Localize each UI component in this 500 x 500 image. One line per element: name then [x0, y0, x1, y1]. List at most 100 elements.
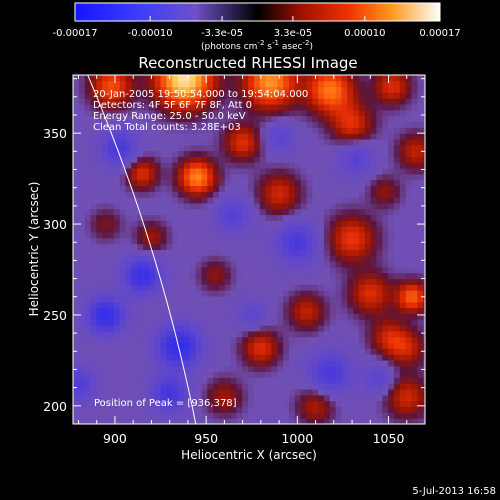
heatmap-cell: [277, 197, 284, 204]
heatmap-cell: [253, 173, 261, 181]
heatmap-cell: [393, 336, 401, 344]
heatmap-cell: [154, 162, 162, 169]
heatmap-cell: [364, 109, 372, 117]
heatmap-cell: [358, 127, 366, 134]
heatmap-cell: [323, 400, 331, 408]
heatmap-cell: [388, 104, 395, 111]
heatmap-cell: [125, 185, 132, 192]
heatmap-cell: [306, 156, 313, 163]
heatmap-cell: [166, 284, 173, 291]
heatmap-cell: [143, 86, 150, 93]
heatmap-cell: [288, 202, 296, 210]
heatmap-cell: [108, 319, 115, 326]
heatmap-cell: [318, 86, 325, 93]
heatmap-cell: [277, 243, 284, 250]
heatmap-cell: [265, 266, 272, 274]
heatmap-cell: [160, 389, 167, 396]
heatmap-cell: [411, 272, 418, 280]
heatmap-cell: [405, 377, 413, 384]
heatmap-cell: [265, 360, 272, 367]
heatmap-cell: [423, 144, 425, 152]
heatmap-cell: [125, 109, 132, 117]
heatmap-cell: [271, 220, 278, 227]
heatmap-cell: [230, 75, 237, 82]
heatmap-cell: [393, 412, 401, 419]
heatmap-cell: [353, 98, 360, 105]
heatmap-cell: [178, 307, 185, 314]
heatmap-cell: [178, 232, 185, 239]
heatmap-cell: [224, 371, 232, 378]
heatmap-cell: [148, 313, 156, 320]
heatmap-cell: [84, 342, 92, 349]
heatmap-cell: [154, 121, 162, 128]
heatmap-cell: [230, 296, 237, 303]
heatmap-cell: [283, 371, 290, 378]
heatmap-cell: [218, 115, 226, 123]
heatmap-cell: [143, 179, 150, 187]
heatmap-cell: [113, 394, 121, 402]
heatmap-cell: [405, 168, 413, 175]
heatmap-cell: [312, 266, 319, 274]
heatmap-cell: [90, 92, 97, 99]
heatmap-cell: [423, 301, 425, 309]
heatmap-cell: [131, 86, 138, 93]
heatmap-cell: [411, 197, 418, 204]
heatmap-cell: [218, 342, 226, 349]
heatmap-cell: [131, 109, 138, 117]
heatmap-cell: [294, 226, 302, 233]
heatmap-cell: [405, 249, 413, 256]
heatmap-cell: [405, 179, 413, 187]
y-tick-label: 350: [43, 126, 67, 141]
heatmap-cell: [143, 109, 150, 117]
heatmap-cell: [154, 133, 162, 140]
heatmap-cell: [294, 191, 302, 198]
heatmap-cell: [207, 185, 214, 192]
heatmap-cell: [207, 336, 214, 344]
heatmap-cell: [125, 284, 132, 291]
heatmap-cell: [405, 144, 413, 152]
heatmap-cell: [195, 98, 202, 105]
heatmap-cell: [417, 80, 424, 88]
heatmap-cell: [166, 336, 173, 344]
heatmap-cell: [148, 150, 156, 157]
heatmap-cell: [259, 371, 267, 378]
heatmap-cell: [405, 389, 413, 396]
heatmap-cell: [166, 389, 173, 396]
heatmap-cell: [306, 296, 313, 303]
heatmap-cell: [131, 266, 138, 274]
heatmap-cell: [172, 185, 179, 192]
heatmap-cell: [329, 394, 337, 402]
heatmap-cell: [300, 272, 307, 280]
heatmap-cell: [224, 330, 232, 338]
heatmap-cell: [73, 307, 80, 314]
heatmap-cell: [189, 92, 197, 99]
heatmap-cell: [370, 371, 377, 378]
heatmap-cell: [224, 325, 232, 332]
heatmap-cell: [148, 383, 156, 390]
heatmap-cell: [143, 348, 150, 355]
heatmap-cell: [318, 354, 325, 361]
heatmap-cell: [259, 307, 267, 314]
heatmap-cell: [195, 389, 202, 396]
heatmap-cell: [131, 261, 138, 268]
heatmap-cell: [183, 80, 191, 88]
heatmap-cell: [84, 278, 92, 285]
heatmap-cell: [253, 109, 261, 117]
heatmap-cell: [288, 226, 296, 233]
heatmap-cell: [271, 191, 278, 198]
heatmap-cell: [405, 354, 413, 361]
heatmap-cell: [195, 133, 202, 140]
heatmap-cell: [318, 115, 325, 123]
heatmap-cell: [137, 296, 144, 303]
heatmap-cell: [78, 389, 86, 396]
heatmap-cell: [370, 319, 377, 326]
heatmap-cell: [201, 92, 208, 99]
heatmap-cell: [318, 185, 325, 192]
heatmap-cell: [172, 313, 179, 320]
heatmap-cell: [323, 232, 331, 239]
heatmap-cell: [183, 232, 191, 239]
heatmap-cell: [143, 418, 150, 424]
heatmap-cell: [236, 261, 243, 268]
heatmap-cell: [283, 418, 290, 424]
heatmap-cell: [207, 109, 214, 117]
